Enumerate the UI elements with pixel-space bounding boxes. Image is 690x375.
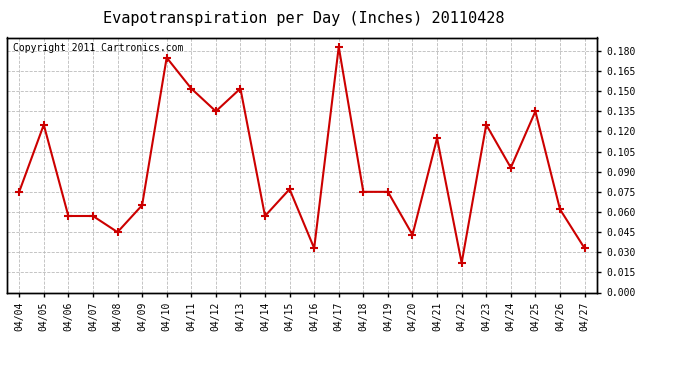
Text: Copyright 2011 Cartronics.com: Copyright 2011 Cartronics.com [13,43,183,52]
Text: Evapotranspiration per Day (Inches) 20110428: Evapotranspiration per Day (Inches) 2011… [103,11,504,26]
